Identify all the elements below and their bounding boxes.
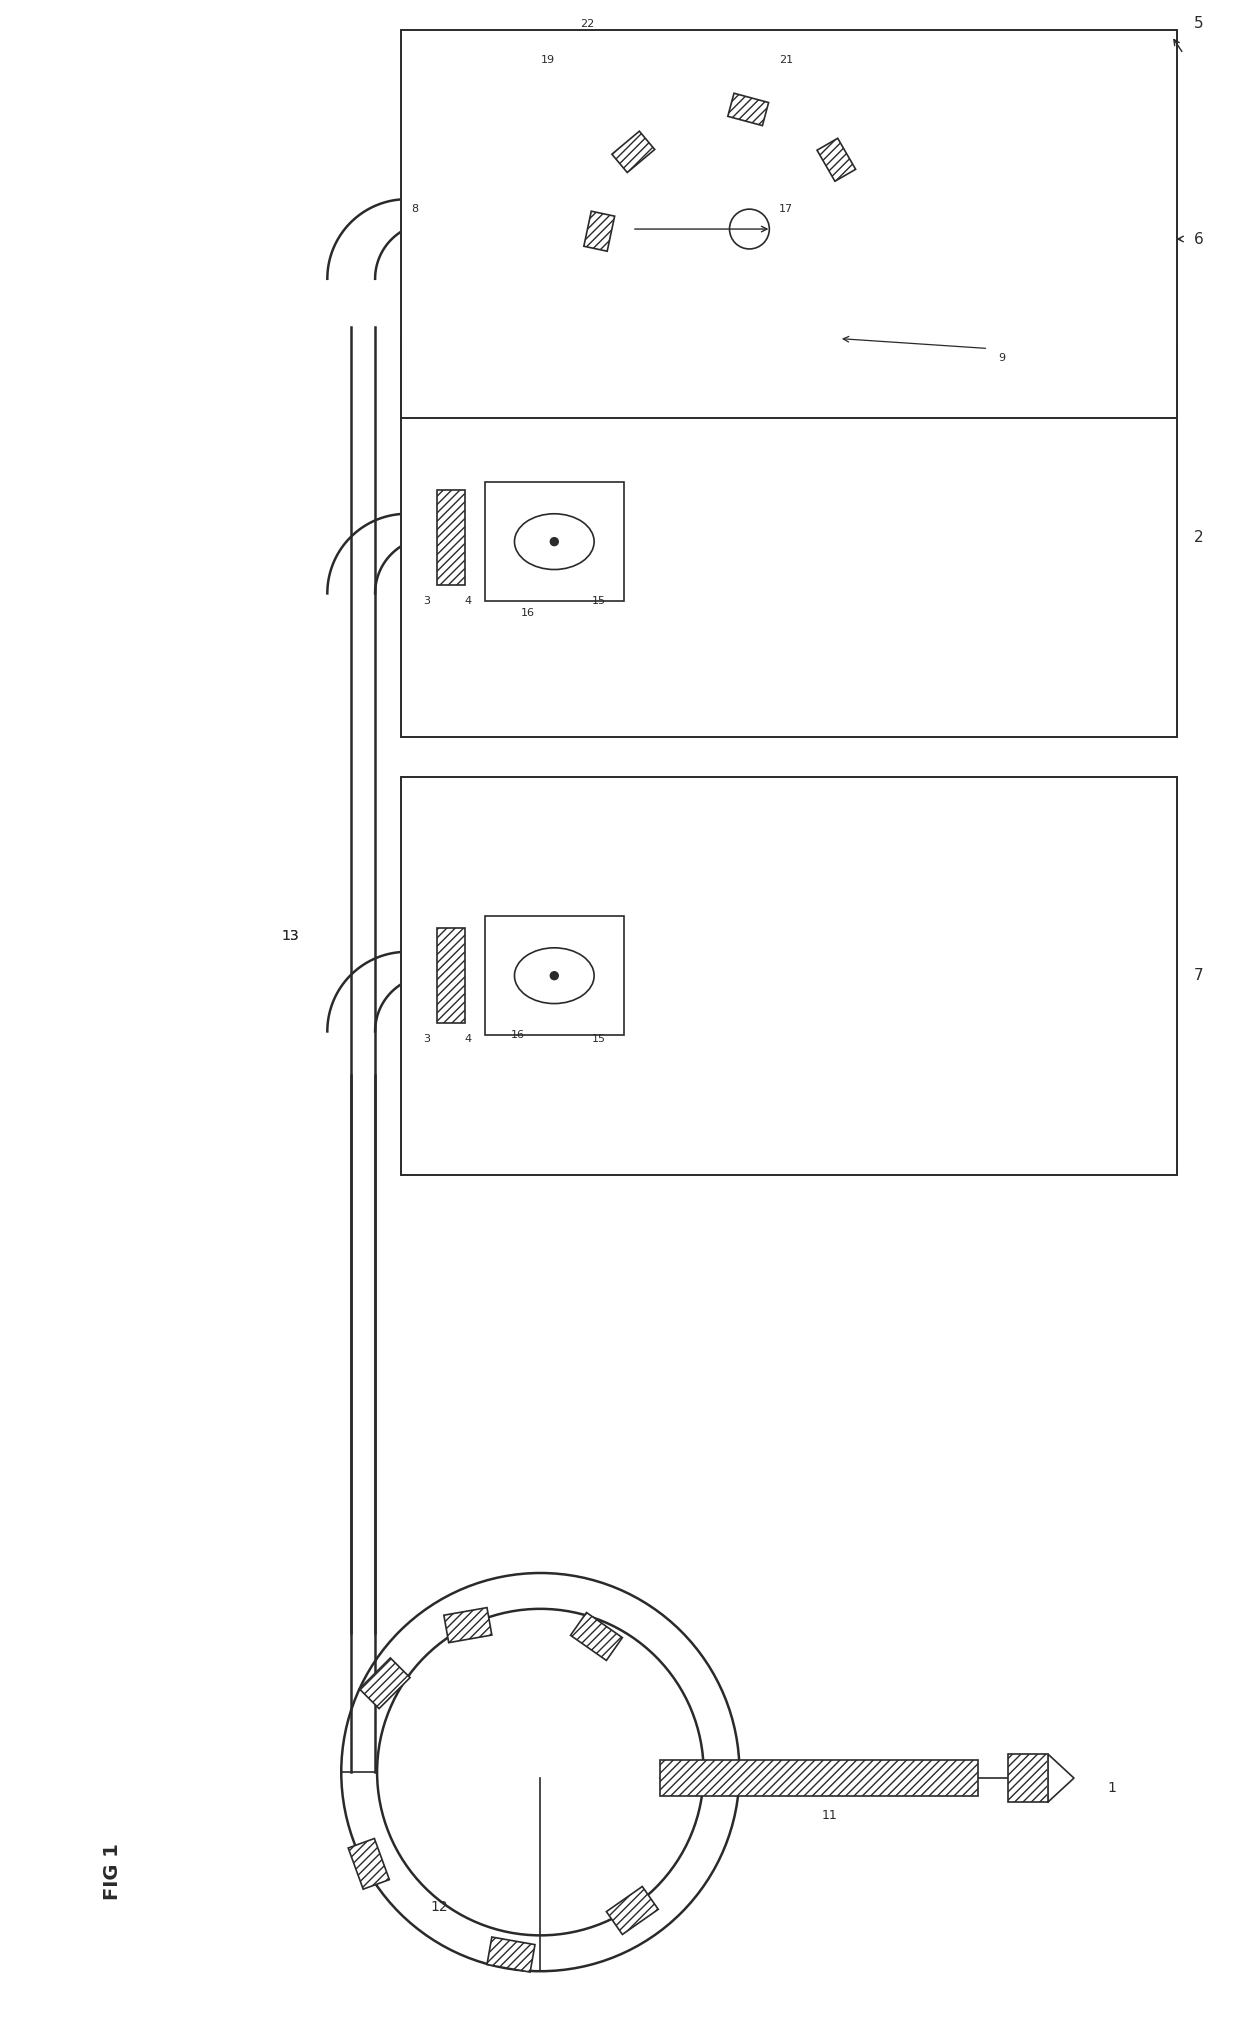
- Bar: [817, 138, 856, 181]
- Text: 9: 9: [998, 354, 1006, 364]
- Bar: [485, 482, 624, 602]
- Bar: [444, 1608, 492, 1642]
- Text: 15: 15: [593, 1034, 606, 1044]
- Circle shape: [551, 537, 558, 545]
- Bar: [487, 1937, 534, 1972]
- Bar: [360, 1659, 410, 1709]
- Text: 3: 3: [423, 596, 430, 606]
- Bar: [584, 212, 615, 250]
- Bar: [436, 928, 465, 1024]
- Bar: [485, 916, 624, 1036]
- Bar: [401, 338, 1178, 737]
- Text: 17: 17: [779, 204, 794, 214]
- Bar: [606, 1886, 658, 1935]
- Text: 21: 21: [779, 55, 794, 65]
- Bar: [660, 1760, 978, 1797]
- Text: 22: 22: [580, 18, 594, 28]
- Bar: [348, 1838, 389, 1888]
- Text: 13: 13: [281, 928, 299, 942]
- Bar: [436, 490, 465, 586]
- Text: 2: 2: [1193, 531, 1203, 545]
- Polygon shape: [1048, 1754, 1074, 1801]
- Text: 15: 15: [593, 596, 606, 606]
- Bar: [728, 94, 769, 126]
- Text: 16: 16: [521, 608, 534, 619]
- Text: 7: 7: [1193, 969, 1203, 983]
- Text: 16: 16: [511, 1030, 525, 1040]
- Text: 4: 4: [465, 596, 472, 606]
- Bar: [401, 777, 1178, 1174]
- Text: 6: 6: [1193, 232, 1203, 246]
- Text: 3: 3: [423, 1034, 430, 1044]
- Text: FIG 1: FIG 1: [103, 1844, 122, 1901]
- Bar: [1008, 1754, 1048, 1801]
- Text: 13: 13: [281, 928, 299, 942]
- Text: 4: 4: [465, 1034, 472, 1044]
- Bar: [611, 130, 655, 173]
- Text: 8: 8: [410, 204, 418, 214]
- Text: 11: 11: [821, 1809, 837, 1823]
- Text: 1: 1: [1107, 1781, 1117, 1795]
- Circle shape: [551, 971, 558, 979]
- Text: 5: 5: [1193, 16, 1203, 31]
- Text: 12: 12: [430, 1901, 449, 1915]
- Bar: [401, 31, 1178, 419]
- Bar: [570, 1612, 622, 1661]
- Text: 19: 19: [541, 55, 554, 65]
